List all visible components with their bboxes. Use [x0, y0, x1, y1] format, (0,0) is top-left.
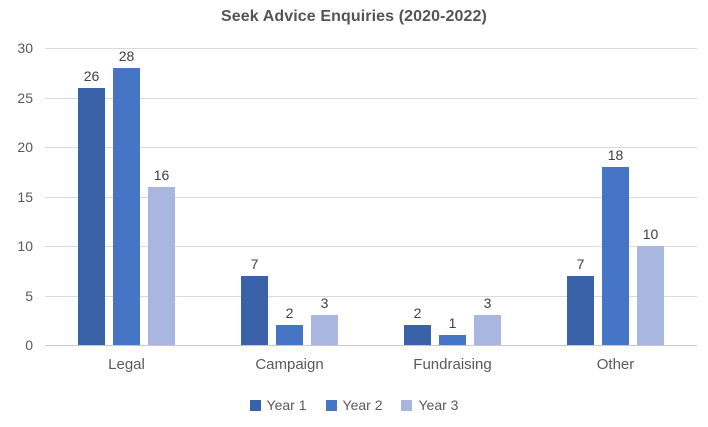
legend-swatch-icon	[249, 399, 261, 411]
y-tick-label: 5	[25, 287, 33, 304]
y-tick-label: 15	[17, 188, 33, 205]
bar-groups: 26 28 16 7 2 3 2 1 3 7 18 10	[45, 48, 697, 345]
chart-title: Seek Advice Enquiries (2020-2022)	[221, 8, 487, 25]
bar-column: 2	[276, 305, 303, 345]
bar-value-label: 28	[118, 47, 135, 64]
bar-year-3	[148, 186, 175, 345]
bar-year-2	[439, 335, 466, 345]
bar-value-label: 7	[250, 255, 259, 272]
bar-value-label: 2	[413, 305, 422, 322]
bar-column: 3	[474, 295, 501, 345]
bar-column: 1	[439, 315, 466, 345]
bar-year-3	[311, 315, 338, 345]
legend-swatch-icon	[325, 399, 337, 411]
y-tick-label: 30	[17, 40, 33, 56]
bar-value-label: 2	[285, 305, 294, 322]
plot-area	[45, 48, 697, 346]
y-tick-label: 20	[17, 139, 33, 155]
x-category-label: Other	[596, 356, 635, 373]
legend-item-year-1: Year 1	[249, 397, 307, 413]
bar-column: 7	[567, 256, 594, 345]
bar-group-campaign: 7 2 3	[208, 48, 371, 345]
bar-value-label: 18	[607, 146, 624, 163]
bar-year-1	[241, 275, 268, 345]
legend-item-year-3: Year 3	[401, 397, 458, 413]
bar-year-1	[78, 87, 105, 345]
bar-column: 2	[404, 305, 431, 345]
gridline	[45, 295, 697, 297]
bar-year-1	[404, 325, 431, 345]
bar-column: 7	[241, 256, 268, 345]
legend-item-year-2: Year 2	[325, 397, 383, 413]
legend-label: Year 2	[342, 397, 383, 413]
bar-value-label: 26	[83, 67, 100, 84]
bar-value-label: 10	[642, 226, 659, 242]
bar-group-fundraising: 2 1 3	[371, 48, 534, 345]
bar-value-label: 16	[153, 166, 170, 183]
y-tick-label: 25	[17, 89, 33, 106]
legend: Year 1 Year 2 Year 3	[0, 397, 708, 413]
y-tick-label: 10	[17, 238, 33, 254]
bar-column: 3	[311, 295, 338, 345]
bar-column: 16	[148, 167, 175, 345]
bar-column: 28	[113, 48, 140, 345]
bar-value-label: 3	[483, 295, 492, 312]
y-axis: 0 5 10 15 20 25 30	[0, 40, 33, 353]
x-category-label: Campaign	[255, 356, 324, 373]
bar-year-3	[474, 315, 501, 345]
gridline	[45, 147, 697, 148]
bar-column: 26	[78, 68, 105, 345]
bar-year-2	[602, 166, 629, 345]
legend-label: Year 3	[418, 397, 459, 413]
legend-swatch-icon	[401, 399, 413, 411]
y-tick-label: 0	[25, 337, 33, 353]
x-category-label: Fundraising	[413, 356, 492, 373]
x-category-label: Legal	[108, 356, 145, 373]
bar-group-legal: 26 28 16	[45, 48, 208, 345]
bar-year-3	[637, 246, 664, 345]
legend-label: Year 1	[266, 397, 307, 413]
bar-value-label: 7	[576, 255, 585, 272]
bar-year-1	[567, 275, 594, 345]
gridline	[45, 97, 697, 99]
bar-year-2	[113, 67, 140, 345]
bar-column: 10	[637, 226, 664, 345]
gridline	[45, 48, 697, 49]
bar-value-label: 3	[320, 295, 329, 312]
bar-group-other: 7 18 10	[534, 48, 697, 345]
bar-value-label: 1	[448, 315, 457, 332]
bar-column: 18	[602, 147, 629, 345]
gridline	[45, 246, 697, 247]
gridline	[45, 196, 697, 198]
bar-year-2	[276, 325, 303, 345]
x-axis: Legal Campaign Fundraising Other	[45, 356, 697, 373]
